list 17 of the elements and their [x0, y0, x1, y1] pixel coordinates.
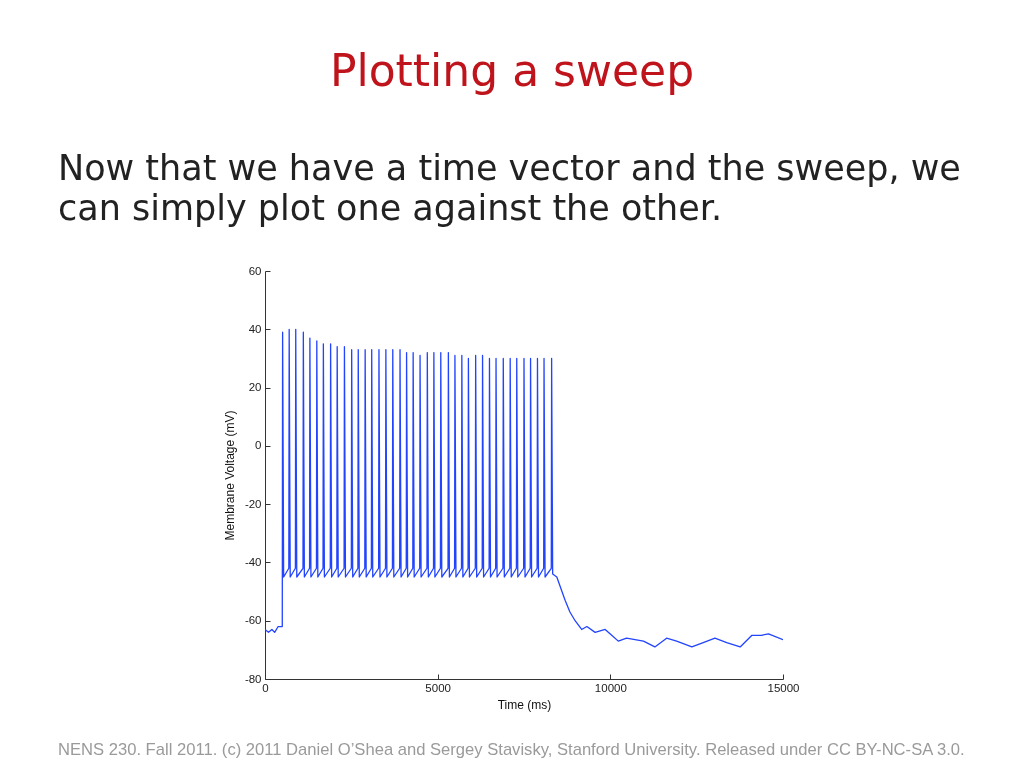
- y-tick-label: -20: [244, 497, 262, 510]
- y-tick-label: 60: [248, 264, 262, 277]
- text: NENS 230. Fall 2011. (c) 2011 Daniel O’Shea and Sergey Stavisky, Stanford University. Released under CC BY-NC-SA 3.0.: [58, 739, 966, 761]
- y-tick-label: -60: [244, 614, 262, 627]
- y-tick-label: -40: [244, 555, 262, 568]
- x-tick-label: 5000: [425, 681, 451, 694]
- chart-title: Plotting a sweep: [328, 44, 696, 98]
- y-tick-label: -80: [244, 672, 262, 685]
- x-axis-title: Time (ms): [497, 698, 552, 712]
- y-tick-label: 0: [255, 439, 262, 452]
- y-axis-title: Membrane Voltage (mV): [222, 410, 237, 541]
- chart-subtitle: Now that we have a time vector and the sweep, we can simply plot one against the other.: [58, 148, 962, 228]
- y-tick-label: 20: [248, 381, 262, 394]
- line-series: [265, 328, 783, 648]
- y-tick-label: 40: [248, 322, 262, 335]
- x-tick-label: 15000: [767, 681, 800, 694]
- x-tick-label: 10000: [594, 681, 627, 694]
